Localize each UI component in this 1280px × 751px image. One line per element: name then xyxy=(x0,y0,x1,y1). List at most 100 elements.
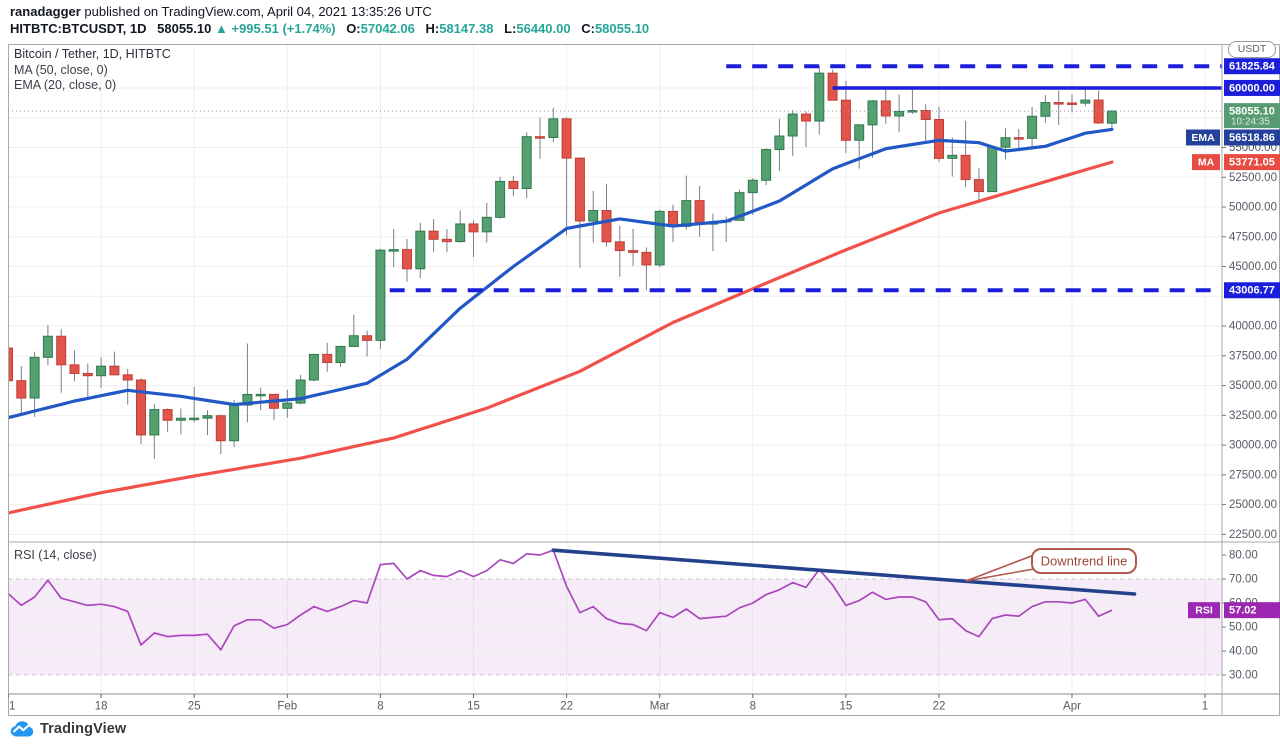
legend-rsi[interactable]: RSI (14, close) xyxy=(14,548,97,562)
candle[interactable] xyxy=(441,238,452,243)
candle[interactable] xyxy=(149,409,160,436)
candle[interactable] xyxy=(255,393,266,397)
time-axis-strip[interactable] xyxy=(8,694,1280,716)
price-tick-label[interactable]: 50000.00 xyxy=(1229,202,1277,214)
time-label[interactable]: 15 xyxy=(467,701,480,713)
tradingview-footer[interactable]: TradingView xyxy=(10,721,126,737)
rsi-tick-label[interactable]: 70.00 xyxy=(1229,574,1258,586)
candle[interactable] xyxy=(96,365,107,377)
candle[interactable] xyxy=(1027,115,1038,139)
candle[interactable] xyxy=(375,249,386,341)
candle[interactable] xyxy=(973,179,984,193)
time-label[interactable]: 8 xyxy=(750,701,756,713)
candle[interactable] xyxy=(574,157,585,222)
rsi-tag[interactable] xyxy=(1188,602,1220,619)
candle[interactable] xyxy=(428,230,439,240)
downtrend-line[interactable] xyxy=(551,548,1137,596)
candle[interactable] xyxy=(614,241,625,252)
candle[interactable] xyxy=(348,335,359,347)
candle[interactable] xyxy=(694,200,705,225)
candle[interactable] xyxy=(215,415,226,442)
candle[interactable] xyxy=(56,335,67,366)
legend-ema[interactable]: EMA (20, close, 0) xyxy=(14,78,117,92)
candle[interactable] xyxy=(867,100,878,126)
candle[interactable] xyxy=(122,374,133,381)
level-support-label[interactable] xyxy=(1224,282,1280,299)
candle[interactable] xyxy=(322,353,333,364)
candle[interactable] xyxy=(947,154,958,159)
candle[interactable] xyxy=(69,364,80,374)
price-tick-label[interactable]: 25000.00 xyxy=(1229,499,1277,511)
candle[interactable] xyxy=(29,356,40,399)
time-label[interactable]: Feb xyxy=(277,701,297,713)
rsi-tick-label[interactable]: 50.00 xyxy=(1229,622,1258,634)
price-chart[interactable]: Downtrend line55000.0052500.0050000.0047… xyxy=(8,44,1280,716)
candle[interactable] xyxy=(641,251,652,266)
candle[interactable] xyxy=(109,365,120,376)
candle[interactable] xyxy=(960,154,971,181)
candle[interactable] xyxy=(1106,110,1117,124)
candle[interactable] xyxy=(880,100,891,117)
ma-tag[interactable] xyxy=(1192,154,1220,171)
candle[interactable] xyxy=(761,149,772,181)
candle[interactable] xyxy=(628,250,639,253)
candle[interactable] xyxy=(548,118,559,138)
candle[interactable] xyxy=(588,210,599,222)
candle[interactable] xyxy=(402,249,412,270)
ma-value-label[interactable] xyxy=(1224,154,1280,171)
candle[interactable] xyxy=(388,249,399,252)
ema-value-label[interactable] xyxy=(1224,129,1280,146)
time-label[interactable]: Apr xyxy=(1063,701,1081,713)
time-label[interactable]: 18 xyxy=(95,701,108,713)
price-tick-label[interactable]: 47500.00 xyxy=(1229,231,1277,243)
ema-tag[interactable] xyxy=(1186,129,1220,146)
current-price-label[interactable] xyxy=(1224,103,1280,129)
downtrend-callout[interactable] xyxy=(965,548,1137,582)
price-tick-label[interactable]: 37500.00 xyxy=(1229,350,1277,362)
candle[interactable] xyxy=(747,179,758,194)
candle[interactable] xyxy=(508,180,519,190)
candle[interactable] xyxy=(162,409,173,421)
time-label[interactable]: Mar xyxy=(650,701,670,713)
legend-symbol[interactable]: Bitcoin / Tether, 1D, HITBTC xyxy=(14,47,171,61)
candlestick-series[interactable] xyxy=(8,66,1117,459)
candle[interactable] xyxy=(1053,102,1064,105)
candle[interactable] xyxy=(1040,102,1051,117)
price-tick-label[interactable]: 27500.00 xyxy=(1229,469,1277,481)
candle[interactable] xyxy=(189,417,200,421)
ema20-line[interactable] xyxy=(8,127,1114,420)
candle[interactable] xyxy=(1013,137,1024,140)
rsi-tick-label[interactable]: 30.00 xyxy=(1229,670,1258,682)
candle[interactable] xyxy=(920,110,931,120)
candle[interactable] xyxy=(894,110,905,117)
time-label[interactable]: 15 xyxy=(840,701,853,713)
candle[interactable] xyxy=(42,335,53,358)
price-tick-label[interactable]: 22500.00 xyxy=(1229,529,1277,541)
candle[interactable] xyxy=(814,72,825,122)
candle[interactable] xyxy=(1093,99,1104,124)
time-label[interactable]: 1 xyxy=(1202,701,1208,713)
time-label[interactable]: 25 xyxy=(188,701,201,713)
candle[interactable] xyxy=(681,200,692,227)
candle[interactable] xyxy=(840,99,851,141)
candle[interactable] xyxy=(16,380,27,399)
time-label[interactable]: 1 xyxy=(9,701,15,713)
candle[interactable] xyxy=(242,393,253,406)
candle[interactable] xyxy=(468,223,479,233)
time-label[interactable]: 22 xyxy=(560,701,573,713)
candle[interactable] xyxy=(854,124,865,141)
candle[interactable] xyxy=(282,402,293,409)
candle[interactable] xyxy=(308,353,319,381)
level-high-label[interactable] xyxy=(1224,58,1280,75)
candle[interactable] xyxy=(175,417,186,421)
price-tick-label[interactable]: 40000.00 xyxy=(1229,321,1277,333)
candle[interactable] xyxy=(136,379,146,436)
candle[interactable] xyxy=(229,404,240,442)
candle[interactable] xyxy=(801,113,811,122)
price-tick-label[interactable]: 52500.00 xyxy=(1229,172,1277,184)
candle[interactable] xyxy=(1067,102,1077,105)
candle[interactable] xyxy=(455,223,466,243)
time-label[interactable]: 8 xyxy=(377,701,383,713)
price-tick-label[interactable]: 32500.00 xyxy=(1229,410,1277,422)
legend-ma[interactable]: MA (50, close, 0) xyxy=(14,62,108,77)
